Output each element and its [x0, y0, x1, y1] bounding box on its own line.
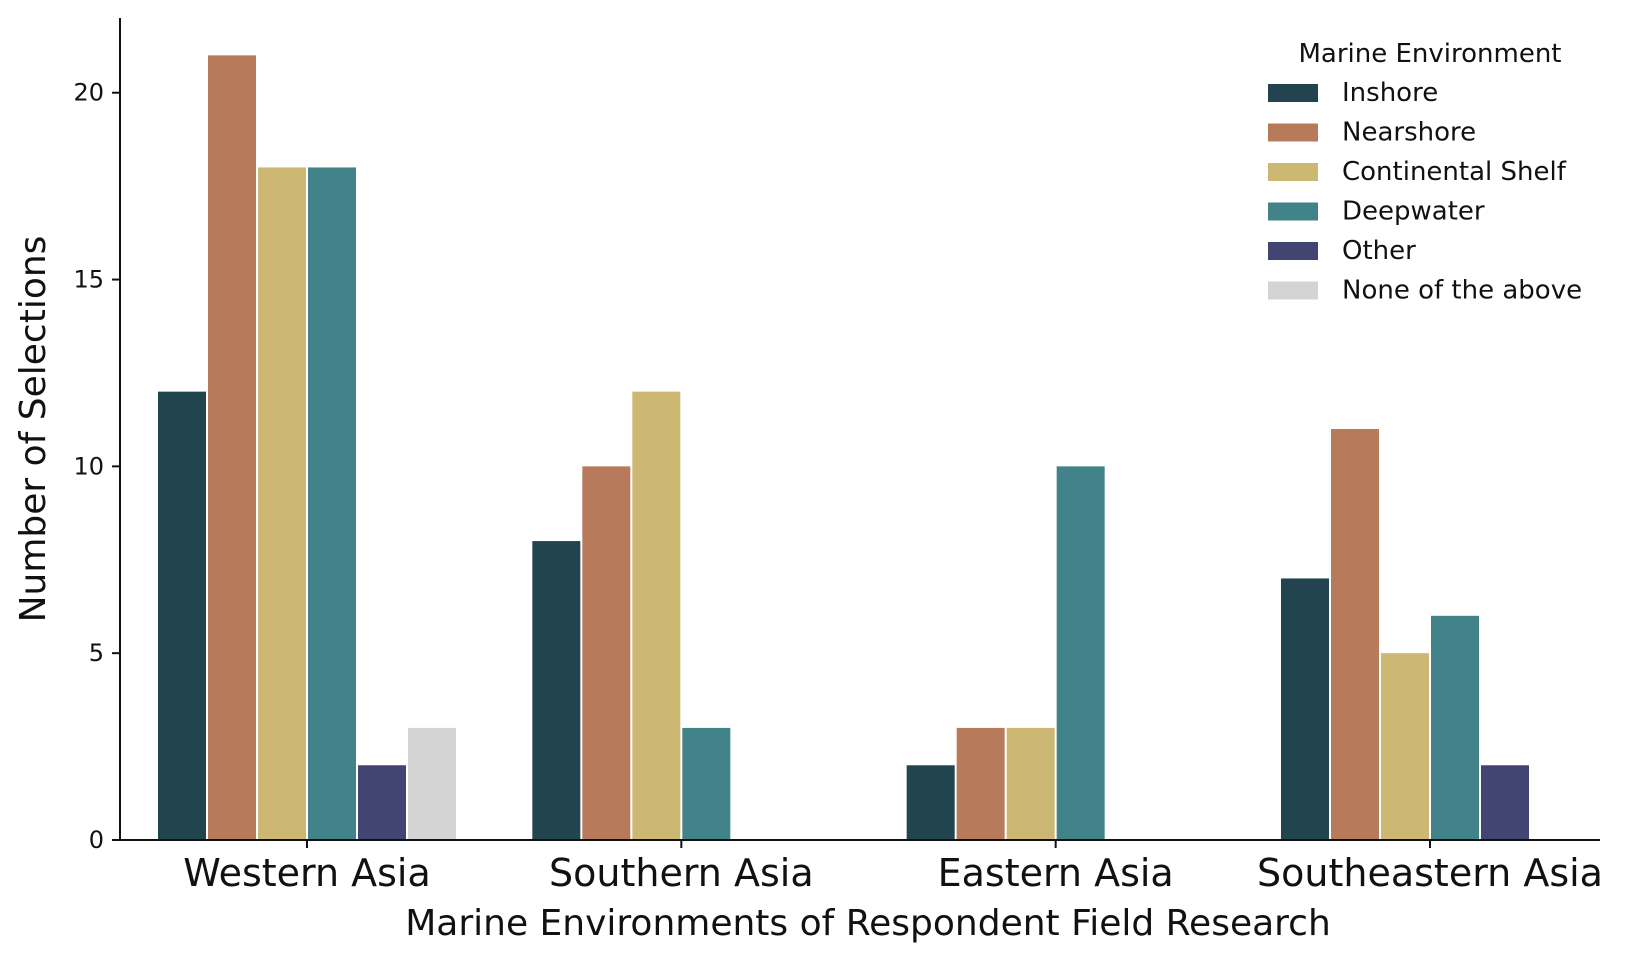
bar-continental-shelf-southern-asia: [632, 391, 681, 840]
y-axis-label: Number of Selections: [13, 236, 54, 623]
bar-nearshore-western-asia: [208, 55, 256, 841]
legend-items: Inshore Nearshore Continental Shelf Deepwat…: [1268, 78, 1582, 306]
y-ticks-layer: 0 5 10 15 20: [73, 79, 120, 854]
bar-none-of-the-above-western-asia: [408, 727, 456, 840]
legend-label: Inshore: [1342, 78, 1438, 108]
x-axis-label: Marine Environments of Respondent Field …: [405, 903, 1331, 944]
legend-swatch: [1268, 84, 1318, 102]
bar-deepwater-southern-asia: [682, 727, 731, 840]
bar-inshore-eastern-asia: [906, 765, 955, 840]
x-tick-label: Eastern Asia: [938, 851, 1174, 895]
legend-swatch: [1268, 163, 1318, 181]
x-ticks-layer: Western Asia Southern Asia Eastern Asia Sou…: [183, 840, 1603, 895]
y-tick-label: 0: [89, 826, 104, 854]
bar-nearshore-eastern-asia: [956, 727, 1005, 840]
bar-other-western-asia: [358, 765, 406, 840]
legend: Marine Environment Inshore Nearshore Conti…: [1268, 39, 1582, 306]
bar-inshore-western-asia: [158, 391, 206, 840]
legend-swatch: [1268, 281, 1318, 300]
x-tick-label: Southeastern Asia: [1257, 851, 1603, 895]
bar-nearshore-southeastern-asia: [1331, 429, 1379, 840]
bar-inshore-southern-asia: [532, 541, 581, 840]
bar-continental-shelf-eastern-asia: [1006, 727, 1055, 840]
x-tick-label: Western Asia: [183, 851, 431, 895]
legend-label: Other: [1342, 236, 1416, 266]
legend-swatch: [1268, 242, 1318, 260]
legend-label: Continental Shelf: [1342, 157, 1567, 187]
legend-swatch: [1268, 202, 1318, 221]
axes-layer: [119, 18, 1600, 841]
bar-other-southeastern-asia: [1481, 765, 1529, 840]
legend-label: Nearshore: [1342, 118, 1476, 148]
bar-deepwater-eastern-asia: [1056, 466, 1105, 840]
bar-deepwater-western-asia: [308, 167, 356, 840]
legend-label: None of the above: [1342, 276, 1582, 306]
legend-title: Marine Environment: [1298, 39, 1561, 69]
legend-label: Deepwater: [1342, 197, 1485, 227]
x-tick-label: Southern Asia: [549, 851, 814, 895]
y-tick-label: 10: [73, 452, 104, 480]
y-tick-label: 15: [73, 266, 104, 294]
bars-layer: [158, 55, 1529, 841]
bar-continental-shelf-western-asia: [258, 167, 306, 840]
bar-continental-shelf-southeastern-asia: [1381, 653, 1429, 840]
bar-deepwater-southeastern-asia: [1431, 615, 1479, 840]
legend-swatch: [1268, 123, 1318, 142]
bar-inshore-southeastern-asia: [1281, 578, 1329, 840]
y-tick-label: 20: [73, 79, 104, 107]
bar-nearshore-southern-asia: [582, 466, 631, 840]
y-tick-label: 5: [89, 639, 104, 667]
